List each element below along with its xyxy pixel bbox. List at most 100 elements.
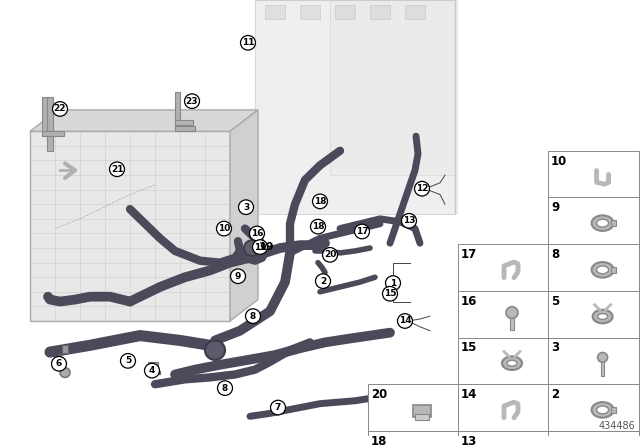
Bar <box>255 0 455 214</box>
Text: 16: 16 <box>461 295 477 308</box>
Ellipse shape <box>507 360 517 366</box>
Text: 3: 3 <box>243 202 249 212</box>
Text: 19: 19 <box>259 242 275 252</box>
Circle shape <box>184 94 200 108</box>
Bar <box>368 431 458 448</box>
Text: 8: 8 <box>222 383 228 392</box>
Ellipse shape <box>591 402 614 418</box>
Text: 9: 9 <box>551 201 559 214</box>
Circle shape <box>230 269 246 284</box>
Circle shape <box>506 307 518 319</box>
Circle shape <box>312 194 328 209</box>
Text: 22: 22 <box>54 104 67 113</box>
Bar <box>146 370 160 375</box>
Polygon shape <box>563 447 608 448</box>
Bar <box>458 337 548 384</box>
Circle shape <box>109 162 125 177</box>
Bar <box>548 291 639 337</box>
Polygon shape <box>230 110 258 321</box>
Bar <box>368 384 458 431</box>
Text: 434486: 434486 <box>598 421 635 431</box>
Bar <box>548 151 639 198</box>
Circle shape <box>120 353 136 368</box>
Ellipse shape <box>596 406 609 414</box>
Bar <box>47 97 53 151</box>
Bar <box>300 5 320 19</box>
Text: 17: 17 <box>461 248 477 261</box>
Circle shape <box>145 363 159 378</box>
Circle shape <box>253 240 268 254</box>
Text: 2: 2 <box>320 276 326 286</box>
Circle shape <box>323 248 337 262</box>
Text: 14: 14 <box>461 388 477 401</box>
Bar <box>62 345 68 353</box>
Ellipse shape <box>591 262 614 278</box>
Bar <box>370 5 390 19</box>
Bar <box>42 97 48 131</box>
Bar <box>510 319 514 330</box>
Bar <box>405 5 425 19</box>
Text: 1: 1 <box>390 279 396 288</box>
Bar <box>330 0 455 175</box>
Circle shape <box>241 35 255 50</box>
Text: 11: 11 <box>242 38 254 47</box>
Bar <box>548 198 639 244</box>
Polygon shape <box>30 110 258 131</box>
Text: 5: 5 <box>125 356 131 366</box>
Circle shape <box>385 276 401 290</box>
Circle shape <box>383 286 397 301</box>
Text: 18: 18 <box>371 435 387 448</box>
Bar <box>548 431 639 448</box>
Bar <box>601 362 604 376</box>
Text: 9: 9 <box>235 272 241 281</box>
Text: 2: 2 <box>551 388 559 401</box>
Bar <box>415 414 429 420</box>
Text: 12: 12 <box>416 184 428 193</box>
Text: 20: 20 <box>324 250 336 259</box>
Circle shape <box>271 400 285 415</box>
Circle shape <box>250 226 264 241</box>
Bar <box>413 405 431 417</box>
Text: 13: 13 <box>403 216 415 225</box>
Circle shape <box>60 368 70 377</box>
Circle shape <box>310 220 326 234</box>
Circle shape <box>244 240 260 256</box>
Bar <box>30 131 230 321</box>
Bar <box>458 431 548 448</box>
Bar <box>458 0 640 436</box>
Polygon shape <box>455 0 485 214</box>
Bar <box>175 126 195 131</box>
Circle shape <box>316 274 330 289</box>
Bar <box>265 5 285 19</box>
Bar <box>548 337 639 384</box>
Bar <box>335 5 355 19</box>
Circle shape <box>239 200 253 215</box>
Text: 5: 5 <box>551 295 559 308</box>
Polygon shape <box>563 443 608 448</box>
Text: 17: 17 <box>356 227 368 236</box>
Circle shape <box>415 181 429 196</box>
Circle shape <box>205 340 225 360</box>
Ellipse shape <box>591 215 614 231</box>
Circle shape <box>218 381 232 396</box>
Ellipse shape <box>502 357 522 370</box>
Bar <box>458 244 548 291</box>
Circle shape <box>52 102 67 116</box>
Text: 10: 10 <box>551 155 567 168</box>
Bar <box>175 92 180 126</box>
Circle shape <box>598 353 607 362</box>
Bar <box>148 362 158 370</box>
Text: 13: 13 <box>461 435 477 448</box>
Text: 18: 18 <box>312 222 324 231</box>
Text: 10: 10 <box>218 224 230 233</box>
Circle shape <box>401 214 417 228</box>
Text: 4: 4 <box>149 366 155 375</box>
Ellipse shape <box>598 314 607 319</box>
Text: 21: 21 <box>111 165 124 174</box>
Text: 16: 16 <box>251 229 263 238</box>
Circle shape <box>216 221 232 236</box>
Text: 8: 8 <box>551 248 559 261</box>
Bar <box>611 267 616 273</box>
Text: 8: 8 <box>250 312 256 321</box>
Text: 6: 6 <box>56 359 62 368</box>
